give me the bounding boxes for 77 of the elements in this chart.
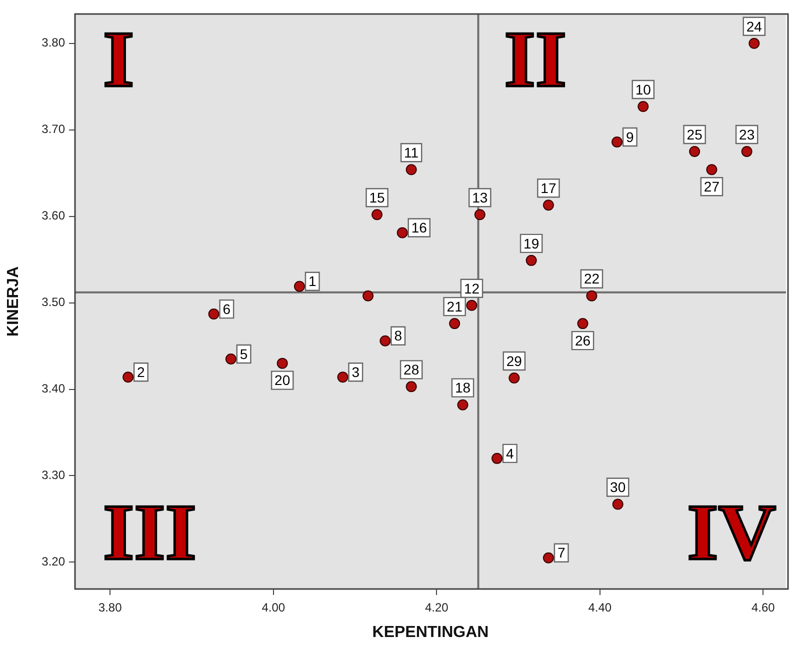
annotation: 4 [506, 445, 514, 462]
y-tick-label: 3.30 [42, 468, 66, 482]
annotation: I [103, 16, 134, 104]
point [294, 280, 305, 292]
annotation: 2 [137, 364, 146, 380]
point [122, 372, 134, 383]
point [542, 552, 554, 564]
annotation: 9 [626, 128, 634, 145]
annotation: 30 [610, 479, 626, 496]
annotation: 29 [506, 352, 522, 369]
point [474, 209, 486, 220]
point [406, 381, 417, 392]
y-tick-label: 3.80 [42, 36, 66, 50]
point [748, 38, 760, 49]
annotation: 27 [704, 178, 720, 194]
annotation: IV [687, 489, 776, 577]
point [276, 358, 288, 369]
point [225, 354, 236, 364]
point [577, 318, 588, 330]
annotation: 3 [352, 364, 360, 380]
annotation: 15 [369, 189, 386, 206]
point [542, 200, 554, 211]
annotation: 5 [240, 346, 248, 362]
point [706, 164, 718, 176]
point [508, 372, 520, 384]
point [612, 498, 624, 510]
annotation: 28 [404, 362, 420, 378]
annotation: 22 [584, 270, 600, 287]
annotation: 26 [574, 332, 591, 348]
point [208, 308, 220, 320]
x-tick-label: 4.20 [424, 600, 449, 615]
annotation: 10 [635, 81, 652, 98]
y-axis-title: KINERJA [5, 266, 22, 337]
annotation: 20 [274, 372, 290, 388]
point [526, 254, 537, 266]
annotation: II [504, 16, 567, 104]
point [741, 146, 752, 157]
annotation: 13 [472, 189, 488, 206]
point [449, 318, 460, 330]
y-tick-label: 3.70 [42, 122, 66, 136]
x-tick-label: 4.00 [262, 600, 286, 615]
point [372, 209, 383, 220]
annotation: 24 [746, 18, 762, 34]
annotation: 21 [446, 298, 463, 314]
point [362, 290, 374, 302]
point [396, 227, 408, 238]
x-tick-label: 4.40 [588, 600, 612, 615]
point [406, 164, 417, 176]
annotation: 25 [686, 126, 703, 142]
annotation: 11 [404, 144, 419, 160]
annotation: 16 [411, 220, 428, 236]
point [492, 452, 503, 464]
annotation: 19 [524, 235, 540, 252]
y-tick-label: 3.40 [42, 382, 66, 396]
x-tick-label: 4.60 [751, 600, 776, 615]
point [466, 300, 478, 311]
annotation: 12 [464, 280, 480, 296]
annotation: 8 [394, 328, 402, 344]
point [457, 399, 468, 410]
annotation: 23 [739, 126, 755, 142]
annotation: III [103, 489, 196, 577]
annotation: 1 [308, 273, 316, 290]
point [337, 372, 348, 383]
annotation: 18 [454, 380, 471, 396]
y-tick-label: 3.60 [42, 208, 66, 223]
annotation: 7 [557, 544, 566, 561]
annotation: 17 [540, 180, 556, 196]
point [380, 335, 391, 346]
point [612, 136, 623, 148]
point [638, 101, 649, 112]
annotation: 6 [222, 300, 231, 317]
point [689, 146, 700, 157]
point [586, 290, 598, 302]
y-tick-label: 3.20 [42, 554, 66, 569]
x-tick-label: 3.80 [98, 600, 122, 615]
x-axis-title: KEPENTINGAN [372, 624, 489, 641]
y-tick-label: 3.50 [42, 295, 66, 310]
